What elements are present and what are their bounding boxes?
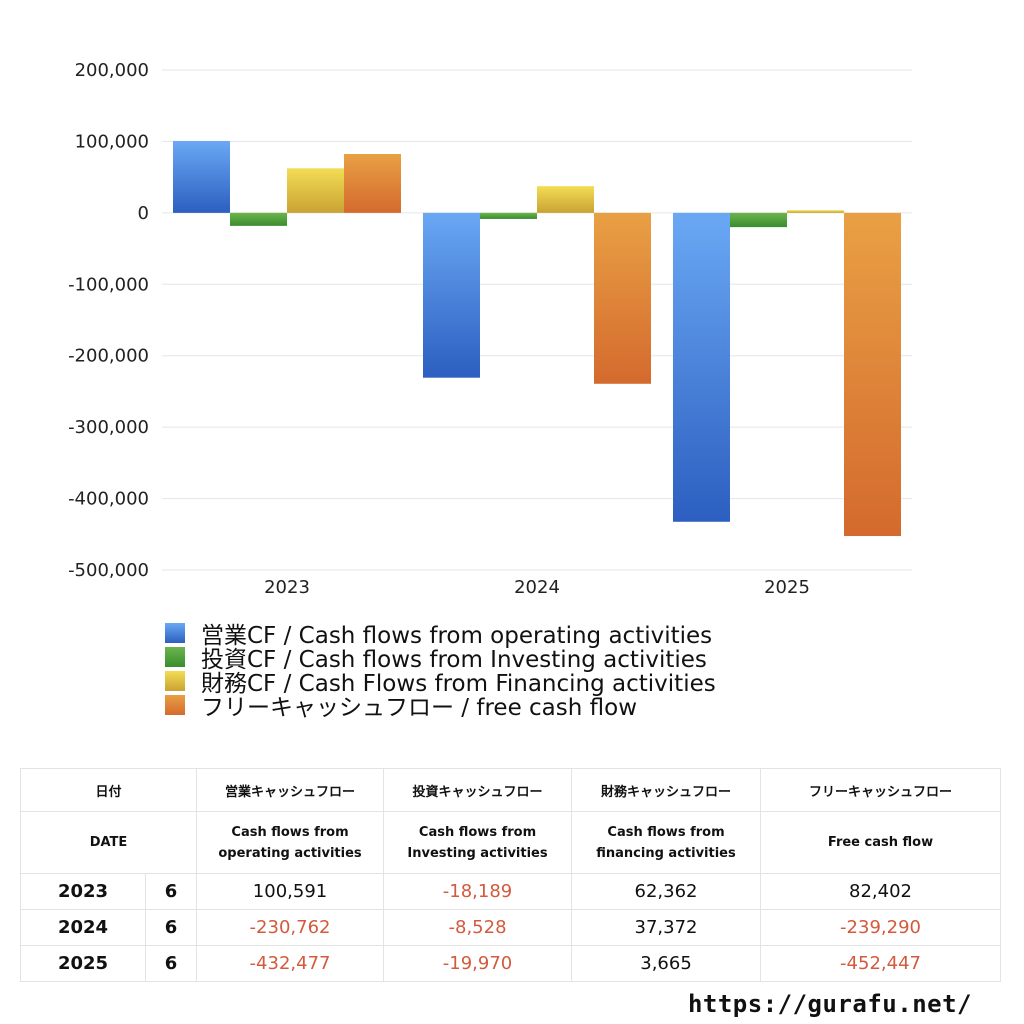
cell-free: -452,447	[760, 945, 1002, 982]
cash-flow-table: 日付 営業キャッシュフロー 投資キャッシュフロー 財務キャッシュフロー フリーキ…	[19, 768, 1002, 982]
bar-2025-series-2	[730, 212, 787, 228]
cell-operating: -432,477	[196, 945, 385, 982]
cell-investing: -19,970	[383, 945, 573, 982]
header-operating-en: Cash flows from operating activities	[196, 811, 385, 874]
x-tick-label: 2025	[764, 577, 810, 598]
legend-item: 投資CF / Cash flows from Investing activit…	[165, 645, 716, 673]
x-tick-label: 2023	[264, 577, 310, 598]
header-investing-en: Cash flows from Investing activities	[383, 811, 573, 874]
header-date-ja: 日付	[19, 768, 198, 812]
row-year: 2023	[20, 873, 146, 910]
bar-2023-series-4	[344, 153, 401, 213]
y-tick-label: -400,000	[68, 489, 149, 510]
cell-financing: 37,372	[571, 909, 762, 946]
y-tick-label: -500,000	[68, 560, 149, 581]
bar-2023-series-2	[230, 212, 287, 226]
bar-2024-series-2	[480, 212, 537, 219]
cash-flow-bar-chart: 200,000 100,000 0 -100,000 -200,000 -300,000 -…	[68, 60, 912, 598]
row-year: 2025	[20, 945, 146, 982]
bar-2025-series-3	[787, 210, 844, 213]
y-tick-label: -300,000	[68, 417, 149, 438]
header-investing-ja: 投資キャッシュフロー	[383, 768, 573, 812]
header-operating-ja: 営業キャッシュフロー	[196, 768, 385, 812]
y-tick-label: 0	[138, 203, 149, 224]
row-month: 6	[144, 909, 198, 946]
legend-item: フリーキャッシュフロー / free cash flow	[165, 693, 716, 721]
cell-free: 82,402	[760, 873, 1002, 910]
y-tick-label: -100,000	[68, 274, 149, 295]
chart-legend: 営業CF / Cash flows from operating activit…	[165, 621, 716, 721]
row-month: 6	[144, 945, 198, 982]
site-url[interactable]: https://gurafu.net/	[687, 990, 972, 1018]
legend-swatch	[165, 671, 185, 691]
cell-financing: 62,362	[571, 873, 762, 910]
legend-swatch	[165, 623, 185, 643]
bar-2025-series-1	[673, 212, 730, 522]
bar-2025-series-4	[844, 212, 901, 537]
cell-investing: -8,528	[383, 909, 573, 946]
bar-2023-series-1	[173, 141, 230, 213]
table-row: 2024 6 -230,762 -8,528 37,372 -239,290	[20, 909, 1002, 946]
table-row: 2025 6 -432,477 -19,970 3,665 -452,447	[20, 945, 1002, 982]
legend-swatch	[165, 695, 185, 715]
header-free-en: Free cash flow	[760, 811, 1002, 874]
header-financing-ja: 財務キャッシュフロー	[571, 768, 762, 812]
legend-label: 営業CF / Cash flows from operating activit…	[201, 623, 713, 649]
bar-2024-series-1	[423, 212, 480, 378]
bar-2024-series-3	[537, 186, 594, 213]
row-month: 6	[144, 873, 198, 910]
cell-operating: 100,591	[196, 873, 385, 910]
legend-label: 投資CF / Cash flows from Investing activit…	[201, 647, 707, 673]
cell-financing: 3,665	[571, 945, 762, 982]
cell-operating: -230,762	[196, 909, 385, 946]
y-tick-label: -200,000	[68, 346, 149, 367]
table-header-ja: 日付 営業キャッシュフロー 投資キャッシュフロー 財務キャッシュフロー フリーキ…	[19, 768, 1002, 812]
legend-swatch	[165, 647, 185, 667]
legend-item: 営業CF / Cash flows from operating activit…	[165, 621, 716, 649]
header-financing-en: Cash flows from financing activities	[571, 811, 762, 874]
bar-2024-series-4	[594, 212, 651, 384]
table-row: 2023 6 100,591 -18,189 62,362 82,402	[20, 873, 1002, 910]
legend-item: 財務CF / Cash Flows from Financing activit…	[165, 669, 716, 697]
legend-label: フリーキャッシュフロー / free cash flow	[201, 695, 638, 721]
cell-investing: -18,189	[383, 873, 573, 910]
cell-free: -239,290	[760, 909, 1002, 946]
bar-2023-series-3	[287, 168, 344, 213]
y-tick-label: 200,000	[75, 60, 149, 81]
header-free-ja: フリーキャッシュフロー	[760, 768, 1002, 812]
y-tick-label: 100,000	[75, 131, 149, 152]
header-date-en: DATE	[19, 811, 198, 874]
table-header-en: DATE Cash flows from operating activitie…	[19, 811, 1002, 874]
x-tick-label: 2024	[514, 577, 560, 598]
row-year: 2024	[20, 909, 146, 946]
legend-label: 財務CF / Cash Flows from Financing activit…	[201, 671, 716, 697]
